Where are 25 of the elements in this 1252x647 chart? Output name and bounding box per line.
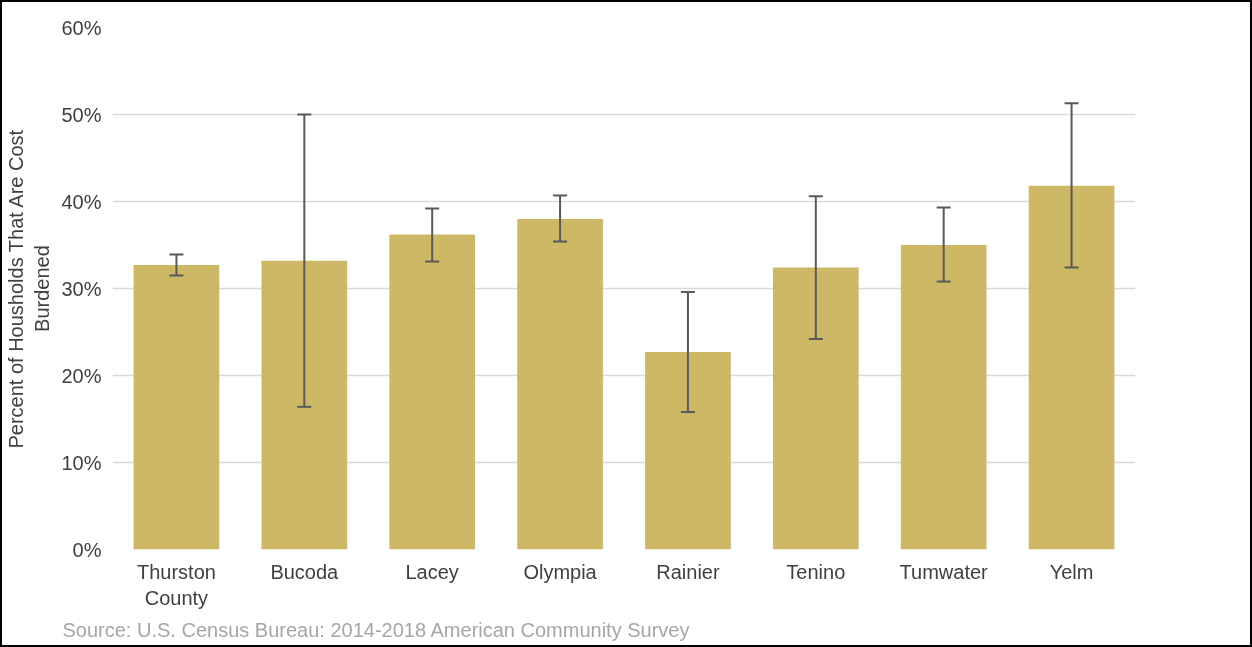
y-tick-label: 50% (61, 103, 102, 126)
source-note: Source: U.S. Census Bureau: 2014-2018 American Community Survey (62, 618, 690, 641)
x-tick-label: Tumwater (899, 560, 989, 583)
bar (261, 260, 348, 550)
y-axis-title: Percent of Housholds That Are Cost Burdened (5, 129, 54, 449)
bar (389, 234, 476, 550)
y-tick-label: 30% (61, 277, 102, 300)
bar (900, 245, 987, 550)
x-tick-label: Bucoda (270, 560, 340, 583)
x-tick-label: Olympia (523, 560, 598, 583)
y-tick-label: 0% (72, 538, 102, 561)
y-tick-label: 60% (61, 16, 102, 39)
bar (645, 352, 731, 550)
bar (1028, 185, 1115, 550)
bar (772, 267, 859, 550)
x-tick-label: Lacey (405, 560, 459, 583)
x-tick-label: Tenino (786, 560, 846, 583)
y-tick-label: 10% (61, 451, 102, 474)
y-tick-label: 20% (61, 364, 102, 387)
x-tick-label: Yelm (1049, 560, 1094, 583)
bar (133, 265, 220, 550)
y-tick-label: 40% (61, 190, 102, 213)
x-tick-label: Rainier (656, 560, 720, 583)
x-tick-label: Thurston County (136, 560, 216, 609)
bar (517, 218, 603, 550)
